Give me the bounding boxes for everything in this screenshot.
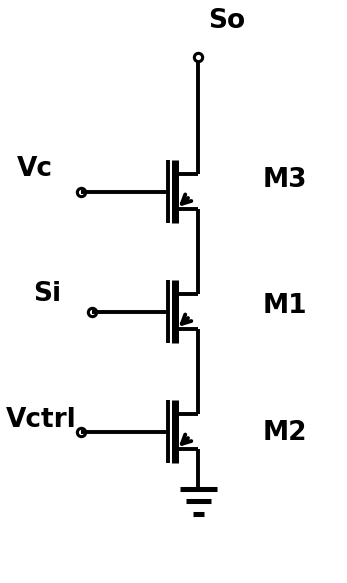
Text: M1: M1 [262,293,307,319]
Text: So: So [208,8,245,34]
Text: Vctrl: Vctrl [6,407,77,433]
Text: M2: M2 [262,420,307,446]
Text: Vc: Vc [16,156,52,182]
Text: M3: M3 [262,167,307,193]
Text: Si: Si [34,282,62,307]
